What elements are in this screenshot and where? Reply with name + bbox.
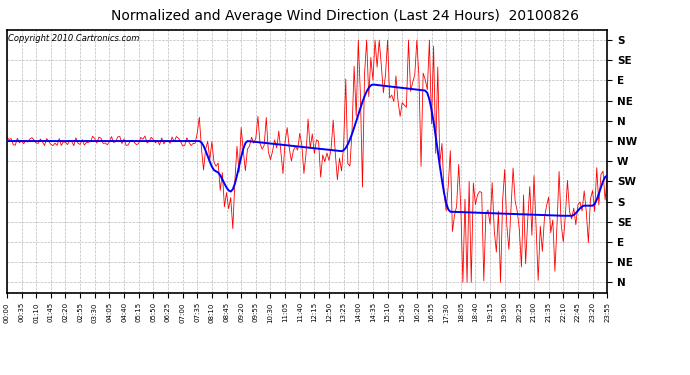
Text: Copyright 2010 Cartronics.com: Copyright 2010 Cartronics.com [8,34,139,43]
Text: Normalized and Average Wind Direction (Last 24 Hours)  20100826: Normalized and Average Wind Direction (L… [111,9,579,23]
